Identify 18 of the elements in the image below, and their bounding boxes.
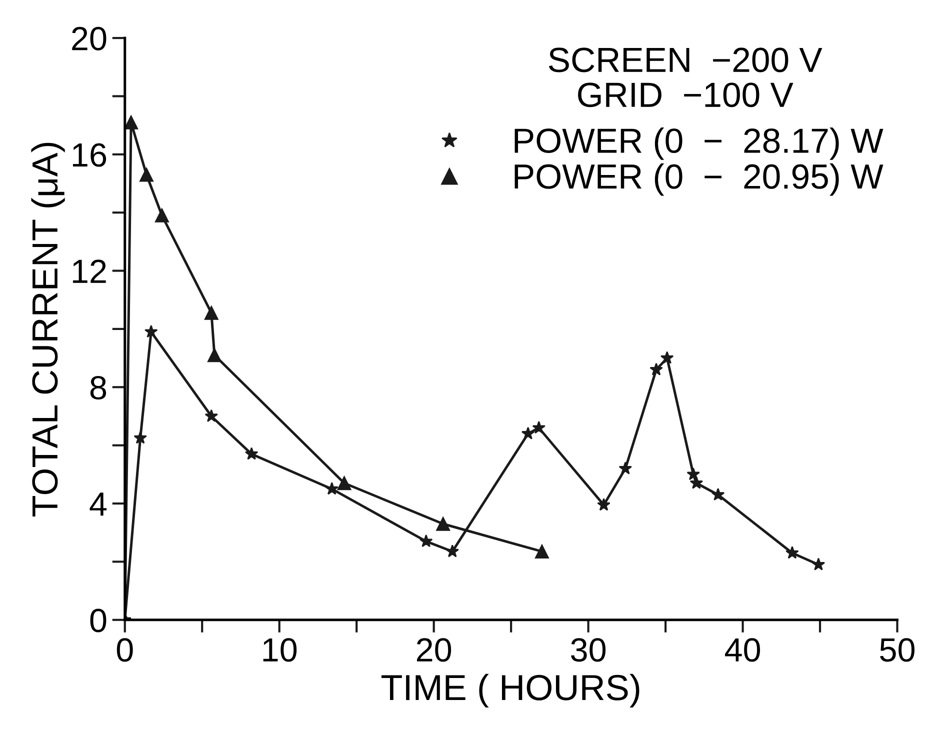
x-tick-label: 50: [880, 638, 914, 662]
y-tick-label: 12: [72, 260, 106, 283]
y-axis-title: TOTAL CURRENT (μA): [31, 142, 65, 516]
x-tick-label: 30: [571, 638, 606, 662]
x-tick-label: 0: [116, 638, 133, 662]
x-tick-label: 20: [416, 638, 452, 662]
y-tick-label: 4: [90, 492, 107, 516]
y-tick-label: 20: [72, 26, 106, 50]
y-tick-label: 0: [90, 608, 106, 632]
legend-label: POWER (0 − 28.17) W: [514, 128, 884, 160]
x-axis-title: TIME ( HOURS): [381, 674, 640, 708]
x-tick-label: 10: [263, 638, 297, 662]
annotation: SCREEN −200 V: [548, 48, 822, 72]
y-tick-label: 16: [72, 143, 106, 167]
annotation: GRID −100 V: [578, 82, 794, 108]
legend-label: POWER (0 − 20.95) W: [514, 163, 884, 196]
y-tick-label: 8: [90, 376, 106, 400]
x-tick-label: 40: [725, 638, 760, 662]
